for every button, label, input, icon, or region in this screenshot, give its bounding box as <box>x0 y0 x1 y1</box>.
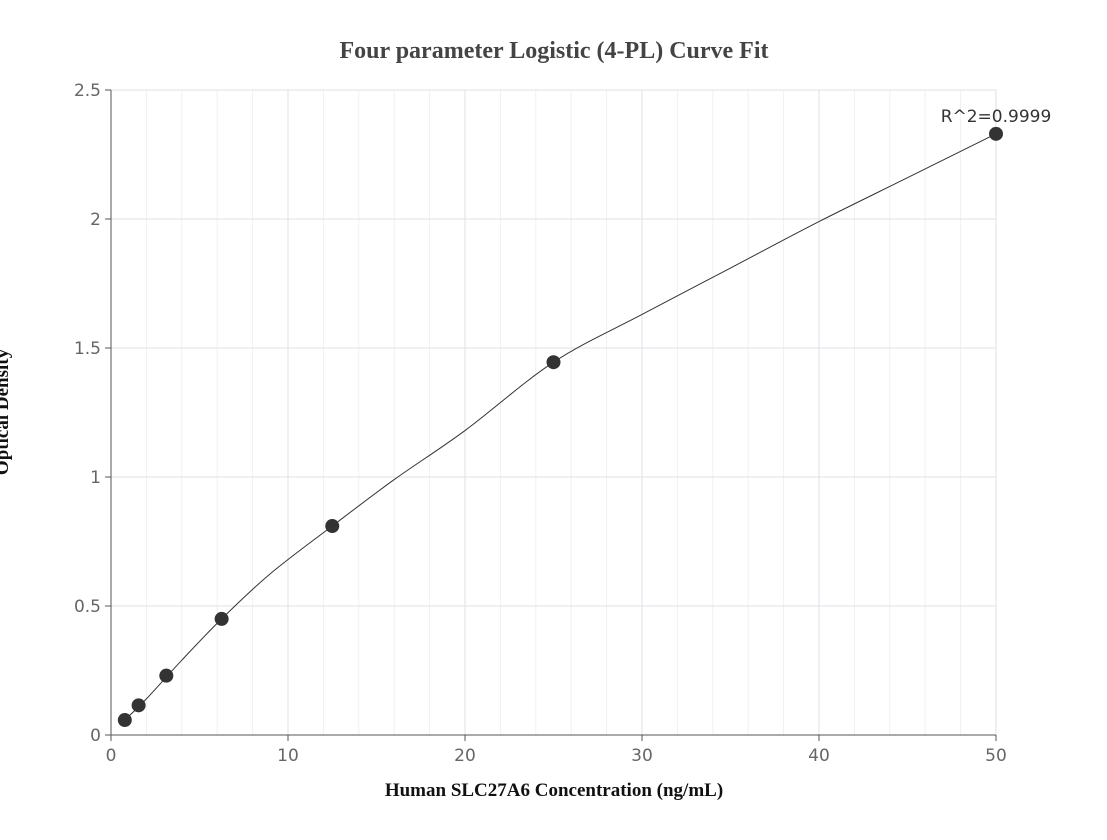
fit-curve-line <box>124 133 997 721</box>
x-tick-label: 50 <box>985 746 1007 766</box>
data-point <box>131 698 146 713</box>
y-tick-labels: 0 0.5 1 1.5 2 2.5 <box>74 81 111 746</box>
data-point <box>159 668 174 683</box>
y-tick-label: 1 <box>90 468 101 488</box>
data-point <box>214 611 229 626</box>
data-point <box>325 519 340 534</box>
x-tick-label: 0 <box>106 746 117 766</box>
data-point <box>546 355 561 370</box>
data-point <box>989 126 1003 141</box>
y-tick-label: 2.5 <box>74 81 101 101</box>
chart-title: Four parameter Logistic (4-PL) Curve Fit <box>339 38 768 64</box>
x-tick-labels: 0 10 20 30 40 50 <box>106 735 1007 766</box>
y-tick-label: 2 <box>90 210 101 230</box>
y-tick-label: 0.5 <box>74 597 101 617</box>
y-tick-label: 1.5 <box>74 339 101 359</box>
x-tick-label: 40 <box>808 746 830 766</box>
grid <box>111 89 997 735</box>
x-tick-label: 20 <box>454 746 476 766</box>
data-points <box>117 126 1003 728</box>
r-squared-annotation: R^2=0.9999 <box>941 107 1052 127</box>
x-axis-title: Human SLC27A6 Concentration (ng/mL) <box>385 780 723 801</box>
x-tick-label: 30 <box>631 746 653 766</box>
y-axis-title: Optical Density <box>0 348 13 475</box>
axes <box>110 90 996 736</box>
y-tick-label: 0 <box>90 726 101 746</box>
x-tick-label: 10 <box>277 746 299 766</box>
data-point <box>117 713 132 728</box>
